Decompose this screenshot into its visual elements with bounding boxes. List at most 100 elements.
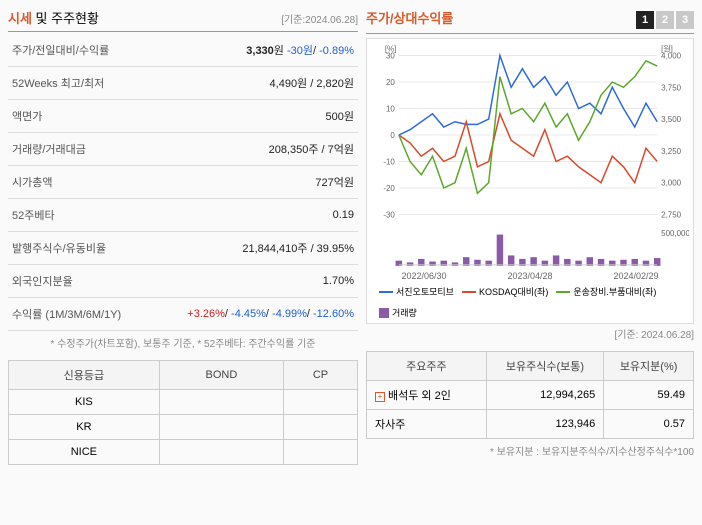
rating-cell xyxy=(159,390,283,415)
svg-text:[원]: [원] xyxy=(661,45,673,54)
legend-item: 거래량 xyxy=(379,306,417,319)
chart-tab-3[interactable]: 3 xyxy=(676,11,694,29)
legend-label: 운송장비.부품대비(좌) xyxy=(573,285,656,298)
rating-cell xyxy=(159,440,283,465)
rating-row: NICE xyxy=(9,440,358,465)
shareholder-shares: 123,946 xyxy=(486,410,603,439)
rating-cell: KIS xyxy=(9,390,160,415)
rating-header: CP xyxy=(284,361,358,390)
legend-label: 서진오토모티브 xyxy=(396,285,454,298)
shareholder-name[interactable]: +배석두 외 2인 xyxy=(367,381,487,410)
info-row: 주가/전일대비/수익률3,330원 -30원/ -0.89% xyxy=(8,34,358,67)
chart-tab-1[interactable]: 1 xyxy=(636,11,654,29)
x-label: 2023/04/28 xyxy=(507,271,552,281)
svg-text:3,750: 3,750 xyxy=(661,83,681,92)
info-value: 3,330원 -30원/ -0.89% xyxy=(149,34,358,67)
legend-label: 거래량 xyxy=(392,306,417,319)
shareholder-shares: 12,994,265 xyxy=(486,381,603,410)
credit-rating-table: 신용등급BONDCP KISKRNICE xyxy=(8,360,358,465)
chart-tabs: 123 xyxy=(636,11,694,29)
info-row: 외국인지분율1.70% xyxy=(8,265,358,298)
info-row: 시가총액727억원 xyxy=(8,166,358,199)
svg-text:500,000: 500,000 xyxy=(661,229,689,238)
volume-chart-svg: 500,000 xyxy=(371,226,689,266)
chart-tab-2[interactable]: 2 xyxy=(656,11,674,29)
info-label: 액면가 xyxy=(8,100,149,133)
title-rest: 및 주주현황 xyxy=(32,11,99,26)
shareholder-row: +배석두 외 2인12,994,26559.49 xyxy=(367,381,694,410)
legend-line-icon xyxy=(556,291,570,293)
x-label: 2024/02/29 xyxy=(613,271,658,281)
title-accent: 시세 xyxy=(8,11,32,26)
info-label: 수익률 (1M/3M/6M/1Y) xyxy=(8,298,149,331)
shareholder-name: 자사주 xyxy=(367,410,487,439)
info-value: +3.26%/ -4.45%/ -4.99%/ -12.60% xyxy=(149,298,358,331)
info-value: 1.70% xyxy=(149,265,358,298)
svg-text:[%]: [%] xyxy=(385,45,396,54)
shareholder-pct: 59.49 xyxy=(604,381,694,410)
svg-text:2,750: 2,750 xyxy=(661,210,681,219)
expand-icon[interactable]: + xyxy=(375,392,385,402)
price-chart: 3020100-10-20-304,0003,7503,5003,2503,00… xyxy=(366,38,694,324)
rating-row: KIS xyxy=(9,390,358,415)
footnote-holding: * 보유지분 : 보유지분주식수/지수산정주식수*100 xyxy=(366,443,694,458)
svg-text:3,000: 3,000 xyxy=(661,179,681,188)
info-value: 21,844,410주 / 39.95% xyxy=(149,232,358,265)
info-label: 발행주식수/유동비율 xyxy=(8,232,149,265)
info-label: 52Weeks 최고/최저 xyxy=(8,67,149,100)
legend-item: 운송장비.부품대비(좌) xyxy=(556,285,656,298)
svg-text:3,250: 3,250 xyxy=(661,147,681,156)
info-value: 727억원 xyxy=(149,166,358,199)
x-label: 2022/06/30 xyxy=(401,271,446,281)
rating-cell xyxy=(284,390,358,415)
info-row: 수익률 (1M/3M/6M/1Y)+3.26%/ -4.45%/ -4.99%/… xyxy=(8,298,358,331)
svg-text:-20: -20 xyxy=(383,184,395,193)
line-chart-svg: 3020100-10-20-304,0003,7503,5003,2503,00… xyxy=(371,43,689,223)
legend-item: KOSDAQ대비(좌) xyxy=(462,285,548,298)
info-label: 주가/전일대비/수익률 xyxy=(8,34,149,67)
legend-box-icon xyxy=(379,308,389,318)
info-value: 208,350주 / 7억원 xyxy=(149,133,358,166)
shareholder-header: 보유지분(%) xyxy=(604,352,694,381)
section-title: 시세 및 주주현황 xyxy=(8,8,99,27)
info-value: 0.19 xyxy=(149,199,358,232)
svg-text:0: 0 xyxy=(390,131,395,140)
info-value: 4,490원 / 2,820원 xyxy=(149,67,358,100)
shareholder-header: 주요주주 xyxy=(367,352,487,381)
chart-x-labels: 2022/06/30 2023/04/28 2024/02/29 xyxy=(371,271,689,281)
svg-text:-10: -10 xyxy=(383,157,395,166)
shareholder-pct: 0.57 xyxy=(604,410,694,439)
rating-header: BOND xyxy=(159,361,283,390)
rating-row: KR xyxy=(9,415,358,440)
legend-label: KOSDAQ대비(좌) xyxy=(479,285,548,298)
rating-cell xyxy=(159,415,283,440)
info-label: 시가총액 xyxy=(8,166,149,199)
info-row: 52주베타0.19 xyxy=(8,199,358,232)
rating-cell: NICE xyxy=(9,440,160,465)
price-info-table: 주가/전일대비/수익률3,330원 -30원/ -0.89%52Weeks 최고… xyxy=(8,34,358,331)
info-row: 액면가500원 xyxy=(8,100,358,133)
info-row: 52Weeks 최고/최저4,490원 / 2,820원 xyxy=(8,67,358,100)
info-row: 발행주식수/유동비율21,844,410주 / 39.95% xyxy=(8,232,358,265)
legend-item: 서진오토모티브 xyxy=(379,285,454,298)
legend-line-icon xyxy=(379,291,393,293)
chart-title: 주가/상대수익률 xyxy=(366,8,453,27)
info-label: 52주베타 xyxy=(8,199,149,232)
info-value: 500원 xyxy=(149,100,358,133)
reference-date: [기준:2024.06.28] xyxy=(281,11,358,26)
info-label: 외국인지분율 xyxy=(8,265,149,298)
rating-cell xyxy=(284,440,358,465)
svg-text:-30: -30 xyxy=(383,210,395,219)
rating-header: 신용등급 xyxy=(9,361,160,390)
rating-cell: KR xyxy=(9,415,160,440)
chart-legend: 서진오토모티브 KOSDAQ대비(좌) 운송장비.부품대비(좌) 거래량 xyxy=(371,285,689,319)
chart-reference-date: [기준: 2024.06.28] xyxy=(366,326,694,341)
shareholder-row: 자사주123,9460.57 xyxy=(367,410,694,439)
legend-line-icon xyxy=(462,291,476,293)
footnote-adjusted-price: * 수정주가(차트포함), 보통주 기준, * 52주베타: 주간수익률 기준 xyxy=(8,335,358,350)
shareholder-table: 주요주주보유주식수(보통)보유지분(%) +배석두 외 2인12,994,265… xyxy=(366,351,694,439)
info-label: 거래량/거래대금 xyxy=(8,133,149,166)
svg-text:20: 20 xyxy=(386,78,395,87)
svg-text:3,500: 3,500 xyxy=(661,115,681,124)
svg-text:10: 10 xyxy=(386,104,395,113)
